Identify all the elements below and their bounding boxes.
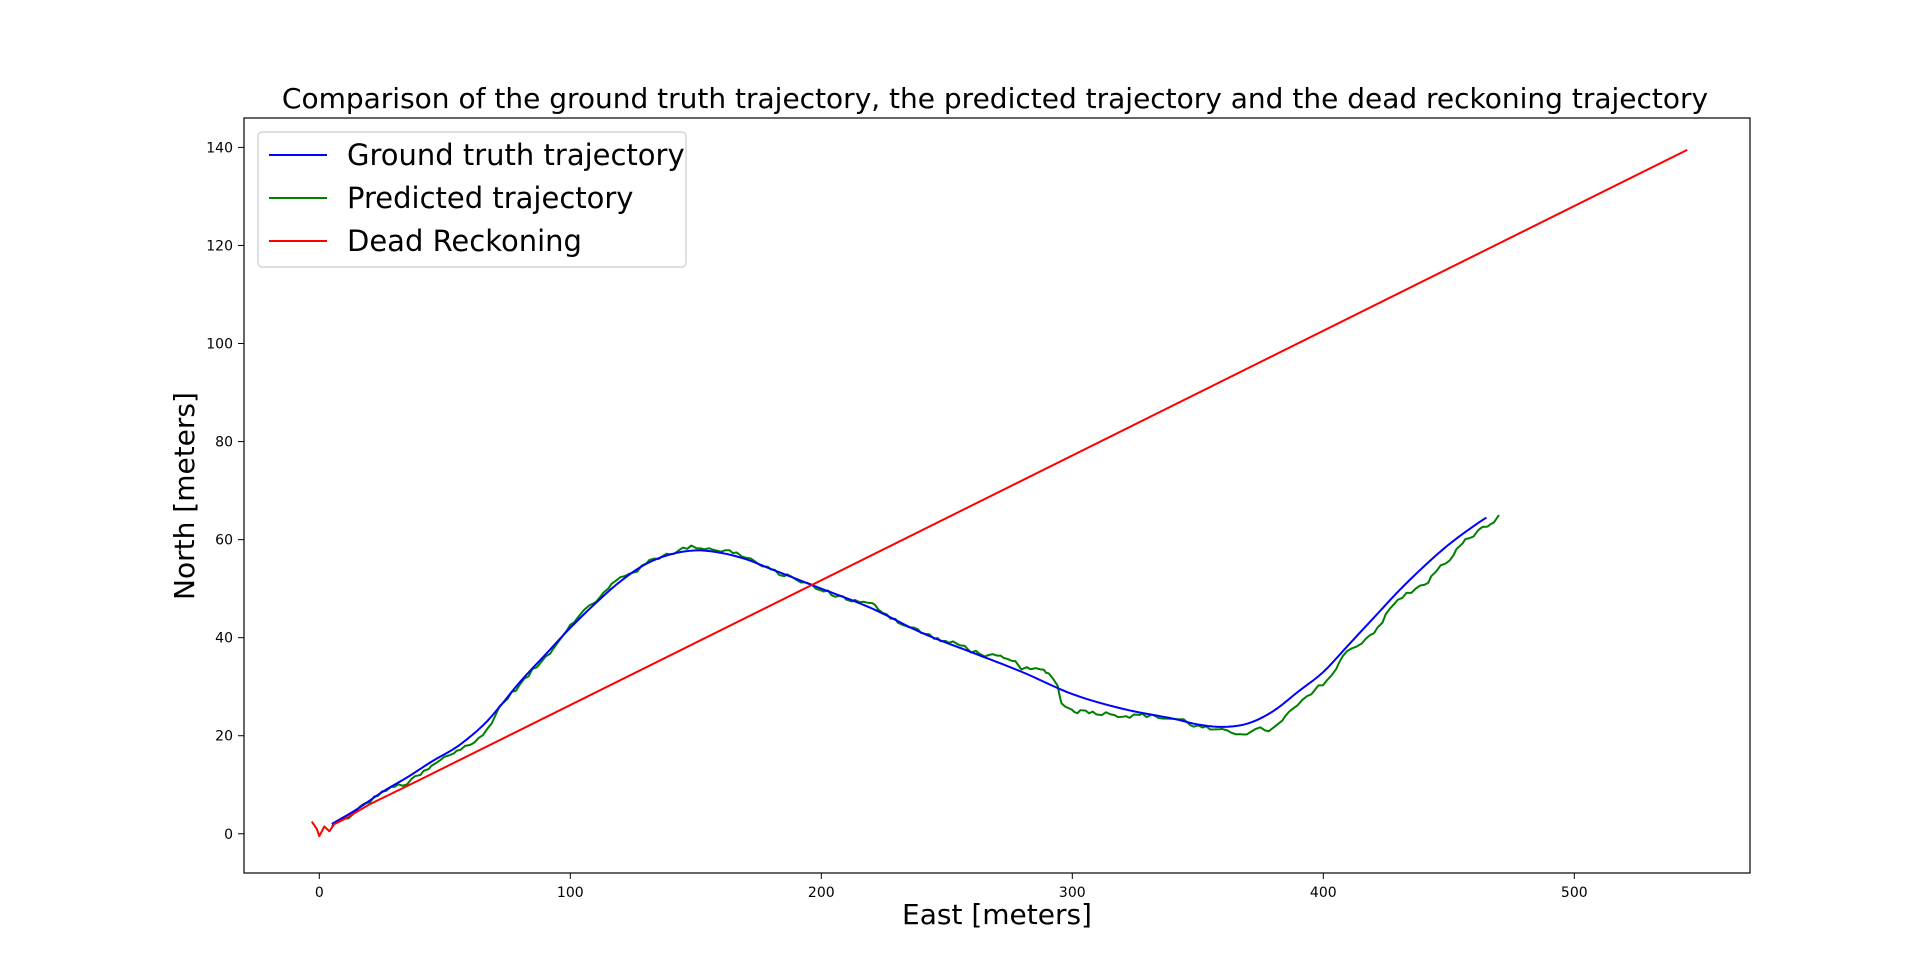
plot-frame <box>243 117 1751 874</box>
y-tick-label: 0 <box>224 827 233 843</box>
x-tick-label: 200 <box>808 885 835 901</box>
y-tick-label: 100 <box>206 337 233 353</box>
legend-label-predicted: Predicted trajectory <box>347 181 633 215</box>
x-tick-label: 0 <box>315 885 324 901</box>
x-tick-label: 400 <box>1310 885 1337 901</box>
y-axis: 0 20 40 60 80 100 120 140 <box>206 140 244 843</box>
legend-box <box>257 131 687 268</box>
y-tick-label: 20 <box>215 729 233 745</box>
y-tick-label: 140 <box>206 140 233 156</box>
series-line-dead-reckoning <box>310 148 1688 838</box>
legend-label-ground-truth: Ground truth trajectory <box>347 138 685 172</box>
y-tick-label: 80 <box>215 435 233 451</box>
y-tick-label: 40 <box>215 631 233 647</box>
chart-title: Comparison of the ground truth trajector… <box>282 82 1708 115</box>
x-axis: 0 100 200 300 400 500 <box>315 873 1588 901</box>
x-tick-label: 500 <box>1561 885 1588 901</box>
x-axis-label: East [meters] <box>902 898 1092 931</box>
y-axis-label: North [meters] <box>168 392 201 600</box>
y-tick-label: 60 <box>215 533 233 549</box>
x-tick-label: 100 <box>557 885 584 901</box>
x-tick-label: 300 <box>1059 885 1086 901</box>
legend-label-dead-reckoning: Dead Reckoning <box>347 224 582 258</box>
legend: Ground truth trajectory Predicted trajec… <box>257 131 687 268</box>
y-tick-label: 120 <box>206 238 233 254</box>
series-line-ground-truth <box>331 516 1487 825</box>
series-layer <box>310 148 1688 838</box>
